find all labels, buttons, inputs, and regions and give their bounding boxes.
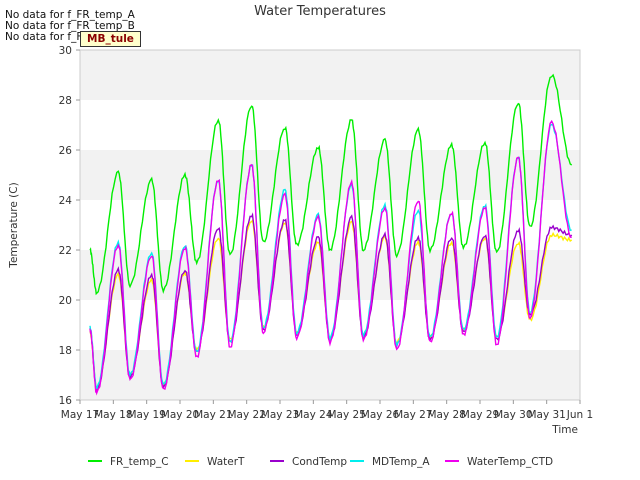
grid-band — [80, 150, 580, 200]
series-line-watertemp-ctd — [89, 119, 572, 396]
grid-band — [80, 50, 580, 100]
grid-band — [80, 200, 580, 250]
x-tick-label: May 22 — [227, 409, 265, 421]
series-lines — [89, 73, 573, 396]
x-axis-label: Time — [551, 424, 578, 436]
y-tick-label: 20 — [59, 295, 72, 307]
y-tick-label: 18 — [59, 345, 72, 357]
grid-bands — [80, 50, 580, 400]
x-tick-label: May 20 — [161, 409, 199, 421]
legend-label: CondTemp — [292, 456, 347, 468]
x-tick-label: May 31 — [527, 409, 565, 421]
x-tick-label: May 25 — [327, 409, 365, 421]
x-tick-label: May 18 — [94, 409, 132, 421]
legend-label: MDTemp_A — [372, 456, 430, 468]
legend-label: FR_temp_C — [110, 456, 169, 468]
x-tick-label: May 29 — [461, 409, 499, 421]
y-tick-label: 28 — [59, 95, 72, 107]
chart-title: Water Temperatures — [254, 4, 386, 19]
y-axis-label: Temperature (C) — [8, 182, 20, 268]
x-tick-label: May 23 — [261, 409, 299, 421]
y-tick-label: 22 — [59, 245, 72, 257]
x-tick-label: Jun 1 — [566, 409, 593, 421]
grid-band — [80, 100, 580, 150]
x-tick-label: May 21 — [194, 409, 232, 421]
y-tick-label: 16 — [59, 395, 73, 407]
series-line-fr-temp-c — [89, 73, 573, 296]
plot-frame — [79, 49, 581, 401]
grid-band — [80, 350, 580, 400]
y-tick-label: 30 — [59, 45, 72, 57]
x-tick-label: May 17 — [61, 409, 99, 421]
x-tick-label: May 27 — [394, 409, 432, 421]
x-tick-label: May 28 — [427, 409, 465, 421]
x-tick-label: May 24 — [294, 409, 333, 421]
y-tick-label: 24 — [59, 195, 73, 207]
y-tick-label: 26 — [59, 145, 73, 157]
legend-label: WaterT — [207, 456, 245, 468]
site-tag: MB_tule — [80, 31, 141, 47]
legend-label: WaterTemp_CTD — [467, 456, 553, 468]
x-tick-label: May 19 — [127, 409, 165, 421]
no-data-message-1: No data for f_FR_temp_A — [5, 9, 135, 21]
y-axis-ticks: 16 18 20 22 24 26 28 30 — [59, 45, 80, 407]
no-data-message-2: No data for f_FR_temp_B — [5, 20, 135, 32]
legend: FR_temp_C WaterT CondTemp MDTemp_A WaterTemp… — [88, 456, 553, 468]
x-tick-label: May 26 — [361, 409, 400, 421]
x-tick-label: May 30 — [494, 409, 532, 421]
